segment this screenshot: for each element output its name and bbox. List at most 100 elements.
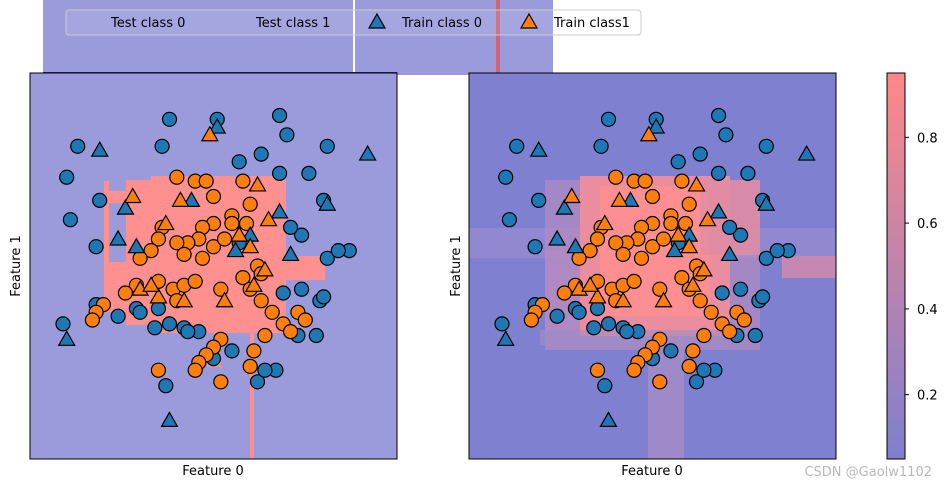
right-point-test-class-0-2 [501,212,517,228]
colorbar-tick-label-3: 0.8 [917,131,938,146]
right-point-test-class-1-16 [571,250,587,266]
right-point-test-class-0-5 [600,111,617,127]
left-point-test-class-0-8 [272,107,288,124]
right-point-test-class-0-3 [531,192,547,208]
left-point-test-class-1-15 [143,243,159,259]
colorbar: 0.2 0.4 0.6 0.8 [886,72,938,460]
left-xlabel: Feature 0 [182,464,244,479]
left-point-train-class1-1 [171,191,190,207]
right-point-test-class-0-36 [696,362,712,378]
right-point-test-class-0-32 [688,374,705,390]
left-point-test-class-1-12 [176,246,192,262]
left-point-train-class-0-4 [270,202,289,219]
left-point-test-class-1-37 [297,312,313,328]
right-point-test-class-1-46 [652,374,668,390]
left-point-test-class-1-3 [205,188,222,205]
left-point-test-class-0-27 [161,316,178,332]
right-point-test-class-0-39 [527,239,543,255]
left-point-test-class-0-36 [257,362,273,378]
right-point-test-class-1-33 [703,304,719,320]
left-point-test-class-1-14 [150,231,166,247]
colorbar-gradient [886,72,906,460]
right-point-test-class-1-35 [721,324,738,340]
left-point-train-class1-8 [230,225,249,242]
left-point-test-class-0-42 [180,324,196,340]
left-point-train-class-0-6 [318,195,337,211]
left-point-test-class-0-18 [294,281,310,297]
left-point-test-class-1-35 [283,324,299,340]
right-point-test-class-1-22 [633,250,650,266]
left-point-test-class-1-0 [169,169,185,185]
right-point-test-class-0-4 [593,138,609,154]
left-point-train-class-0-0 [90,140,109,157]
left-point-test-class-1-49 [117,285,134,301]
left-point-test-class-0-17 [294,227,310,243]
top-artifact [43,0,553,75]
right-point-test-class-0-11 [710,165,727,181]
right-point-test-class-0-14 [758,250,774,266]
left-point-test-class-0-31 [224,343,240,359]
right-point-train-class1-10 [694,260,713,277]
right-point-test-class-0-8 [710,107,727,124]
right-point-test-class-0-21 [670,154,686,170]
right-point-test-class-1-44 [626,362,642,378]
right-point-test-class-0-0 [509,138,525,154]
left-point-test-class-0-39 [88,239,104,255]
colorbar-tick-label-2: 0.6 [917,217,938,232]
legend-triangle-train-class-0-icon [367,12,387,29]
right-point-test-class-0-28 [586,320,602,336]
left-point-test-class-1-25 [224,215,240,232]
left-point-test-class-0-10 [301,165,317,181]
left-point-train-class-0-11 [57,330,76,346]
left-point-test-class-0-16 [330,243,346,259]
legend: Test class 0 Test class 1 Train class 0 … [65,9,642,36]
left-point-test-class-1-2 [198,173,214,189]
left-point-test-class-0-11 [272,165,288,181]
left-point-test-class-1-32 [253,293,269,309]
left-point-train-class1-5 [175,291,194,308]
right-point-test-class-1-3 [644,188,661,205]
left-point-test-class-0-5 [161,111,178,127]
right-point-test-class-0-26 [589,300,606,317]
right-point-train-class-0-0 [529,140,548,157]
right-point-train-class1-12 [698,210,717,227]
right-point-test-class-1-4 [674,173,690,189]
right-point-test-class-1-39 [685,343,701,359]
right-point-train-class-0-10 [621,191,640,207]
right-point-test-class-1-52 [523,312,540,328]
right-point-train-class1-3 [595,214,614,231]
left-point-test-class-1-16 [132,250,148,266]
right-point-train-class-0-12 [599,411,618,427]
right-point-test-class-1-21 [626,273,642,289]
right-point-test-class-0-7 [718,127,734,143]
right-scatter-points [494,107,816,427]
right-point-test-class-1-47 [589,362,606,378]
right-point-test-class-1-25 [663,215,679,232]
right-point-test-class-1-23 [644,239,661,255]
left-point-test-class-0-1 [59,169,75,185]
right-point-train-class1-8 [669,225,688,242]
left-point-test-class-1-29 [235,270,251,286]
right-point-train-class1-0 [639,125,658,142]
left-point-test-class-0-20 [316,289,332,305]
left-point-test-class-0-37 [275,285,291,301]
left-point-test-class-0-41 [132,304,148,320]
left-point-test-class-0-44 [158,378,174,394]
right-point-train-class1-14 [581,276,600,292]
legend-label-test-class-1: Test class 1 [255,16,330,31]
right-point-test-class-0-1 [498,169,514,185]
left-point-train-class1-3 [156,214,175,231]
right-point-test-class-1-15 [582,243,598,259]
right-point-train-class-0-7 [797,144,816,161]
right-point-test-class-1-29 [674,270,690,286]
right-point-test-class-0-44 [597,378,613,394]
left-point-train-class1-10 [255,260,274,277]
left-point-test-class-0-7 [279,127,295,143]
right-point-train-class-0-13 [665,241,684,258]
left-plot: Feature 0 Feature 1 [9,72,398,479]
right-point-train-class1-5 [614,291,633,308]
left-point-train-class-0-13 [226,241,245,258]
left-point-test-class-0-24 [110,308,126,324]
left-point-test-class-1-38 [257,327,273,344]
